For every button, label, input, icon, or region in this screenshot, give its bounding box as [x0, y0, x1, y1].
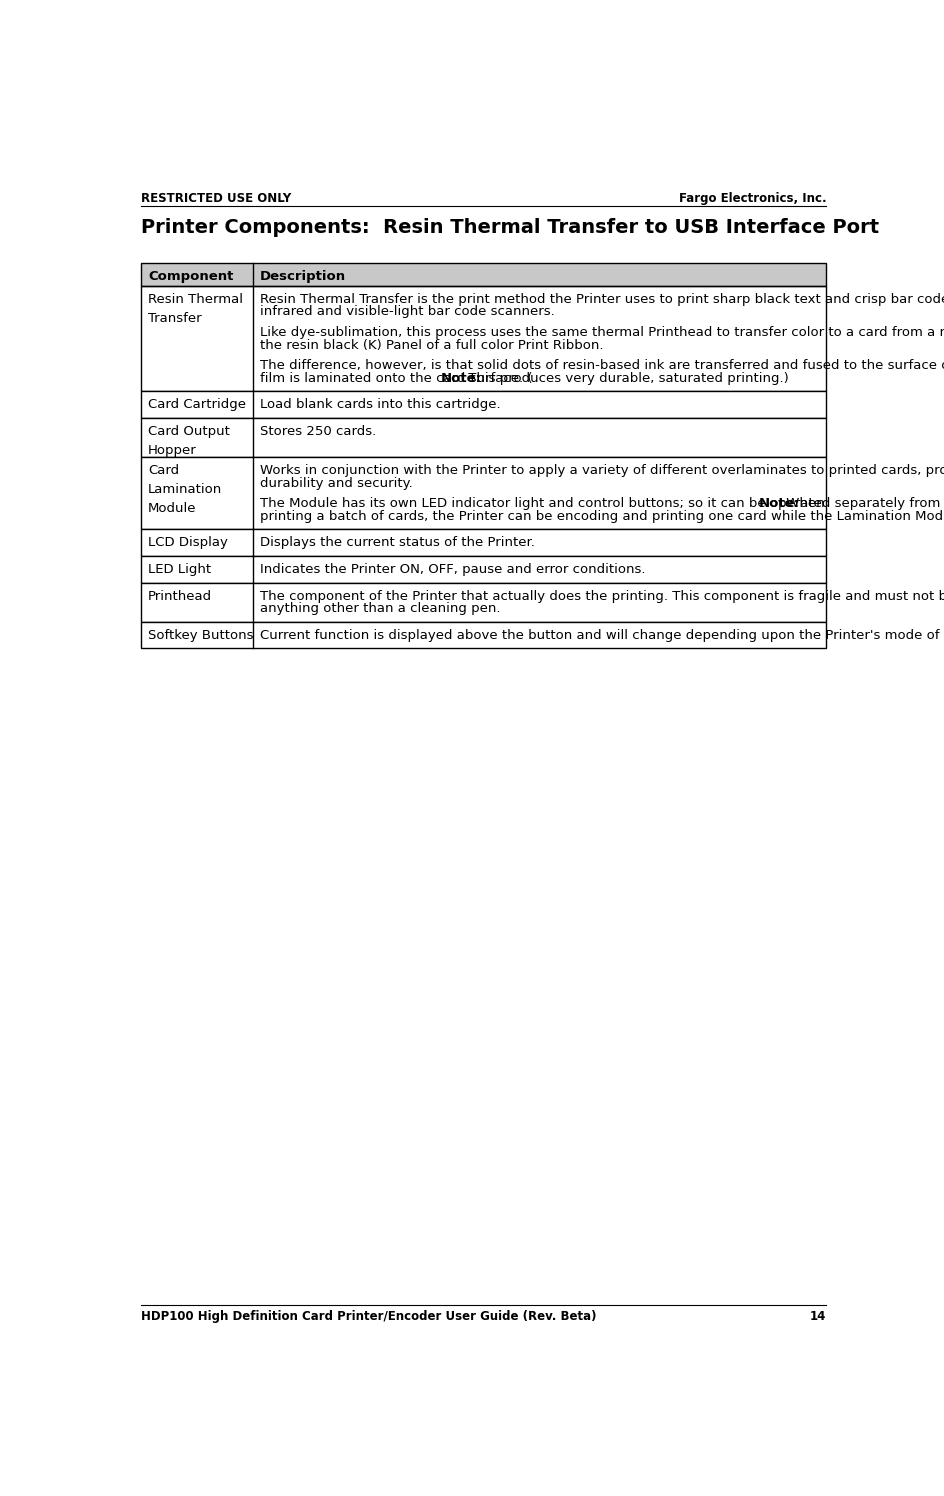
Text: Description: Description: [260, 269, 346, 283]
Text: Note:: Note:: [759, 497, 800, 510]
Text: This produces very durable, saturated printing.): This produces very durable, saturated pr…: [464, 371, 788, 384]
Bar: [142, 622, 826, 648]
Text: Displays the current status of the Printer.: Displays the current status of the Print…: [260, 537, 534, 549]
Text: Note:: Note:: [441, 371, 481, 384]
Text: The component of the Printer that actually does the printing. This component is : The component of the Printer that actual…: [260, 589, 944, 603]
Bar: [142, 286, 826, 392]
Text: RESTRICTED USE ONLY: RESTRICTED USE ONLY: [142, 191, 292, 205]
Text: Fargo Electronics, Inc.: Fargo Electronics, Inc.: [679, 191, 826, 205]
Bar: [142, 458, 826, 530]
Text: The Module has its own LED indicator light and control buttons; so it can be ope: The Module has its own LED indicator lig…: [260, 497, 944, 510]
Text: printing a batch of cards, the Printer can be encoding and printing one card whi: printing a batch of cards, the Printer c…: [260, 510, 944, 522]
Text: HDP100 High Definition Card Printer/Encoder User Guide (Rev. Beta): HDP100 High Definition Card Printer/Enco…: [142, 1310, 597, 1322]
Bar: [142, 263, 826, 286]
Text: the resin black (K) Panel of a full color Print Ribbon.: the resin black (K) Panel of a full colo…: [260, 338, 603, 352]
Text: Printer Components:  Resin Thermal Transfer to USB Interface Port: Printer Components: Resin Thermal Transf…: [142, 218, 880, 236]
Text: Printhead: Printhead: [148, 589, 212, 603]
Text: LCD Display: LCD Display: [148, 537, 228, 549]
Bar: [142, 530, 826, 557]
Text: Resin Thermal
Transfer: Resin Thermal Transfer: [148, 293, 244, 325]
Text: Card Output
Hopper: Card Output Hopper: [148, 425, 230, 456]
Bar: [142, 392, 826, 417]
Text: Works in conjunction with the Printer to apply a variety of different overlamina: Works in conjunction with the Printer to…: [260, 464, 944, 477]
Bar: [142, 417, 826, 458]
Text: infrared and visible-light bar code scanners.: infrared and visible-light bar code scan…: [260, 305, 554, 319]
Text: Card Cartridge: Card Cartridge: [148, 398, 246, 411]
Text: The difference, however, is that solid dots of resin-based ink are transferred a: The difference, however, is that solid d…: [260, 359, 944, 373]
Bar: [142, 557, 826, 582]
Text: 14: 14: [810, 1310, 826, 1322]
Text: Component: Component: [148, 269, 233, 283]
Text: Like dye-sublimation, this process uses the same thermal Printhead to transfer c: Like dye-sublimation, this process uses …: [260, 326, 944, 338]
Text: Card
Lamination
Module: Card Lamination Module: [148, 464, 223, 515]
Text: Current function is displayed above the button and will change depending upon th: Current function is displayed above the …: [260, 628, 944, 642]
Text: Softkey Buttons: Softkey Buttons: [148, 628, 254, 642]
Text: LED Light: LED Light: [148, 562, 211, 576]
Text: Indicates the Printer ON, OFF, pause and error conditions.: Indicates the Printer ON, OFF, pause and…: [260, 562, 646, 576]
Text: Resin Thermal Transfer is the print method the Printer uses to print sharp black: Resin Thermal Transfer is the print meth…: [260, 293, 944, 305]
Text: film is laminated onto the card surface. (: film is laminated onto the card surface.…: [260, 371, 532, 384]
Text: durability and security.: durability and security.: [260, 477, 413, 489]
Bar: [142, 582, 826, 622]
Text: Stores 250 cards.: Stores 250 cards.: [260, 425, 376, 438]
Text: Load blank cards into this cartridge.: Load blank cards into this cartridge.: [260, 398, 500, 411]
Bar: [142, 263, 826, 286]
Text: When: When: [782, 497, 825, 510]
Text: anything other than a cleaning pen.: anything other than a cleaning pen.: [260, 603, 500, 615]
